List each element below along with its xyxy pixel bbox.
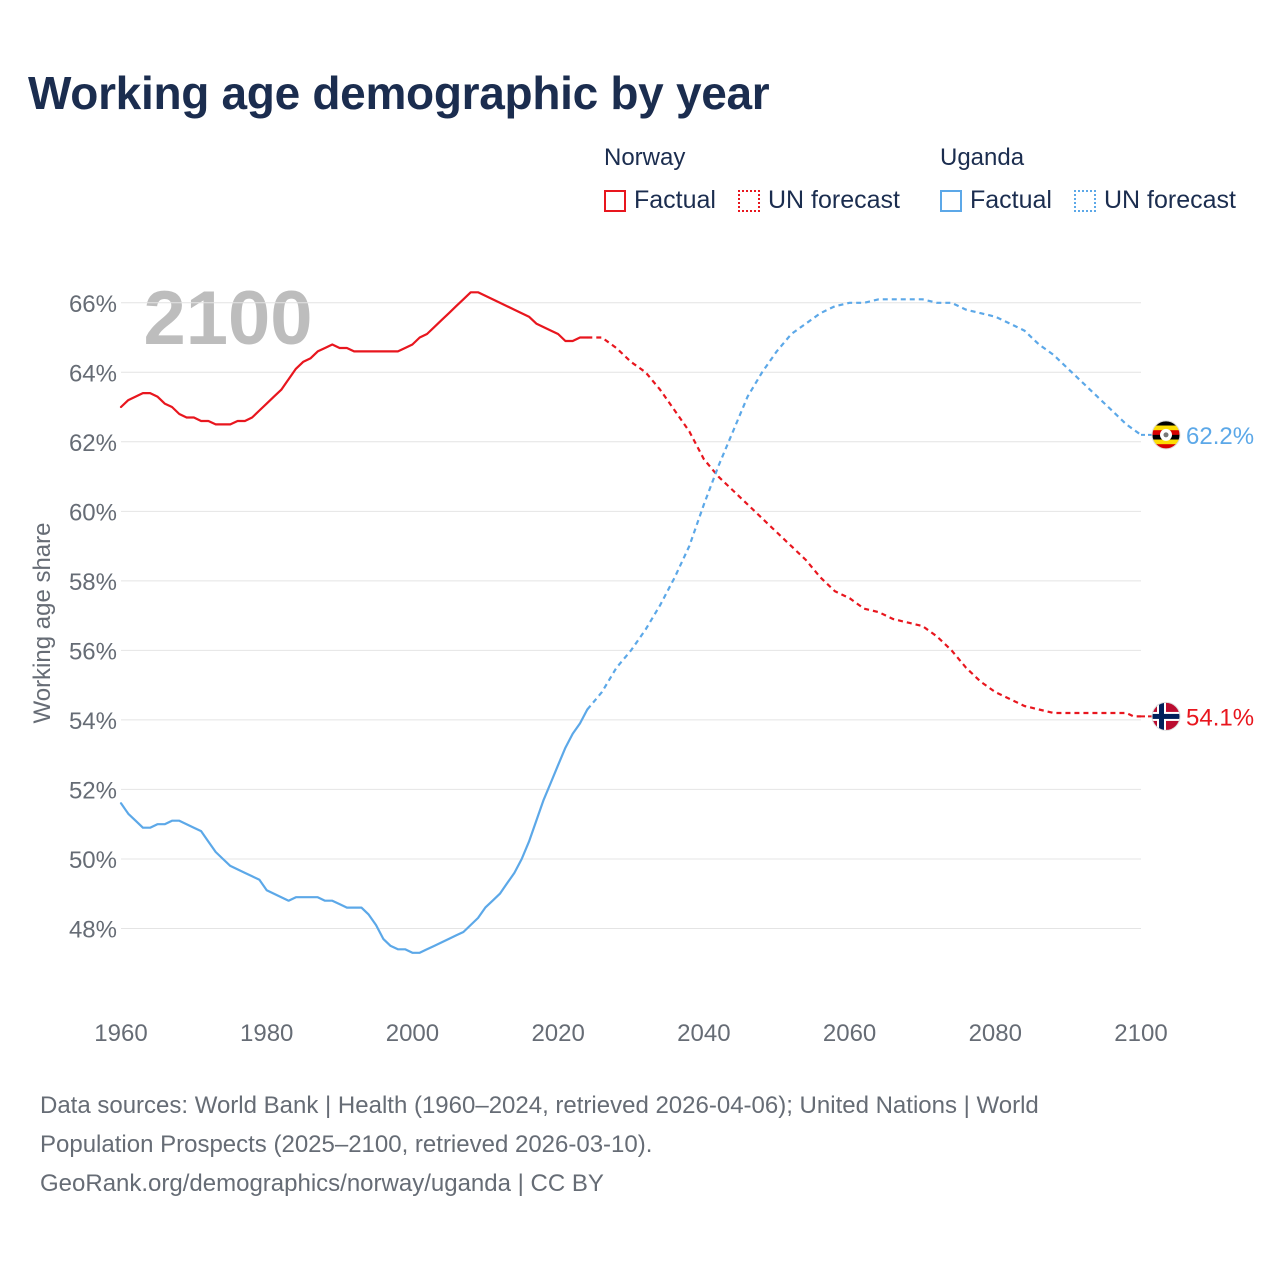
x-tick-label: 2060 — [823, 1020, 876, 1047]
norway-flag-icon — [1152, 702, 1180, 731]
x-tick-label: 2100 — [1114, 1020, 1167, 1047]
x-tick-label: 2020 — [531, 1020, 584, 1047]
y-tick-label: 58% — [69, 569, 117, 596]
y-tick-label: 54% — [69, 708, 117, 735]
norway-end-value-label: 54.1% — [1186, 704, 1254, 731]
chart-title: Working age demographic by year — [28, 67, 770, 119]
legend-label: UN forecast — [1104, 186, 1236, 214]
legend-norway-forecast[interactable]: UN forecast — [738, 186, 900, 215]
uganda-flag-icon — [1152, 420, 1180, 449]
legend-swatch-dotted — [1074, 189, 1096, 212]
y-tick-label: 48% — [69, 916, 117, 943]
line-chart: 2100 48% 50% 52% 54% 56% 58% 60% 62% 64% 66% 1960… — [29, 276, 1254, 1047]
legend-swatch-solid — [604, 189, 626, 212]
y-tick-label: 52% — [69, 777, 117, 804]
uganda-end-value-label: 62.2% — [1186, 423, 1254, 450]
footer-line: Population Prospects (2025–2100, retriev… — [40, 1131, 653, 1158]
y-tick-label: 50% — [69, 847, 117, 874]
legend-swatch-dotted — [738, 189, 760, 212]
y-tick-label: 66% — [69, 291, 117, 318]
y-axis-label: Working age share — [29, 523, 56, 724]
legend-label: UN forecast — [768, 186, 900, 214]
legend-label: Factual — [634, 186, 716, 214]
legend-swatch-solid — [940, 189, 962, 212]
footer-line: Data sources: World Bank | Health (1960–… — [40, 1092, 1039, 1119]
x-tick-label: 1980 — [240, 1020, 293, 1047]
legend-title-norway: Norway — [604, 144, 686, 171]
norway-factual-line — [119, 291, 589, 426]
y-tick-label: 60% — [69, 499, 117, 526]
legend-uganda-forecast[interactable]: UN forecast — [1074, 186, 1236, 215]
norway-forecast-line — [587, 336, 1141, 718]
y-tick-label: 62% — [69, 430, 117, 457]
legend-title-uganda: Uganda — [940, 144, 1025, 171]
legend-norway-factual[interactable]: Factual — [604, 186, 716, 215]
year-watermark: 2100 — [143, 276, 312, 361]
uganda-factual-line — [119, 708, 589, 954]
footer-sources: Data sources: World Bank | Health (1960–… — [40, 1086, 1240, 1203]
x-tick-label: 2000 — [386, 1020, 439, 1047]
y-tick-label: 64% — [69, 360, 117, 387]
uganda-forecast-line — [586, 298, 1142, 711]
x-tick-label: 1960 — [94, 1020, 147, 1047]
legend-label: Factual — [970, 186, 1052, 214]
x-tick-label: 2080 — [969, 1020, 1022, 1047]
x-tick-label: 2040 — [677, 1020, 730, 1047]
y-tick-label: 56% — [69, 638, 117, 665]
footer-line: GeoRank.org/demographics/norway/uganda |… — [40, 1170, 604, 1197]
legend-uganda-factual[interactable]: Factual — [940, 186, 1052, 215]
